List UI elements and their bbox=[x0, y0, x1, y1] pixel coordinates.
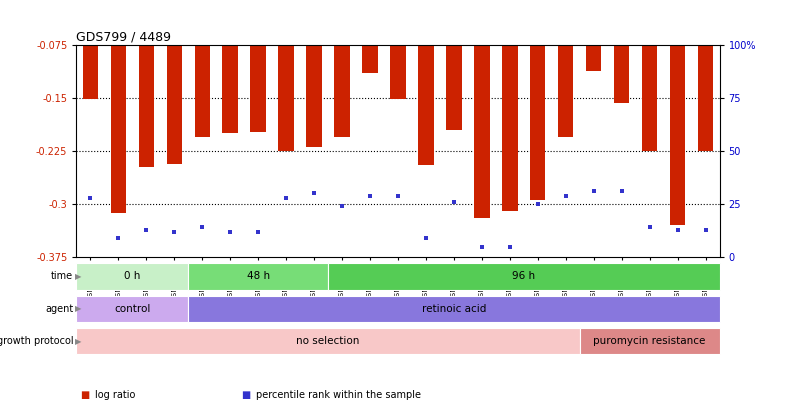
Bar bbox=[641, 45, 657, 151]
Bar bbox=[328, 263, 719, 290]
Text: ■: ■ bbox=[241, 390, 251, 400]
Text: time: time bbox=[51, 271, 73, 281]
Bar bbox=[362, 45, 377, 73]
Text: GDS799 / 4489: GDS799 / 4489 bbox=[76, 30, 171, 43]
Bar bbox=[474, 45, 489, 218]
Bar bbox=[111, 45, 126, 213]
Bar bbox=[194, 45, 210, 137]
Text: ▶: ▶ bbox=[75, 337, 81, 346]
Bar bbox=[76, 328, 579, 354]
Bar bbox=[83, 45, 98, 99]
Bar bbox=[278, 45, 293, 151]
Text: retinoic acid: retinoic acid bbox=[422, 304, 486, 314]
Bar bbox=[446, 45, 461, 130]
Text: growth protocol: growth protocol bbox=[0, 336, 73, 346]
Bar bbox=[222, 45, 238, 133]
Text: percentile rank within the sample: percentile rank within the sample bbox=[255, 390, 420, 400]
Text: ▶: ▶ bbox=[75, 272, 81, 281]
Text: puromycin resistance: puromycin resistance bbox=[593, 336, 705, 346]
Text: no selection: no selection bbox=[296, 336, 359, 346]
Bar bbox=[306, 45, 321, 147]
Bar bbox=[697, 45, 712, 151]
Text: 96 h: 96 h bbox=[512, 271, 535, 281]
Bar bbox=[251, 45, 266, 132]
Bar bbox=[585, 45, 601, 71]
Bar bbox=[579, 328, 719, 354]
Bar bbox=[529, 45, 544, 200]
Bar bbox=[334, 45, 349, 137]
Text: ■: ■ bbox=[80, 390, 90, 400]
Bar bbox=[166, 45, 181, 164]
Bar bbox=[138, 45, 154, 167]
Bar bbox=[502, 45, 517, 211]
Bar bbox=[188, 263, 328, 290]
Text: log ratio: log ratio bbox=[95, 390, 135, 400]
Bar bbox=[557, 45, 573, 137]
Bar bbox=[669, 45, 684, 225]
Text: 0 h: 0 h bbox=[124, 271, 141, 281]
Text: agent: agent bbox=[45, 304, 73, 314]
Bar bbox=[188, 296, 719, 322]
Bar bbox=[76, 263, 188, 290]
Bar bbox=[76, 296, 188, 322]
Bar bbox=[418, 45, 433, 165]
Text: 48 h: 48 h bbox=[247, 271, 269, 281]
Text: control: control bbox=[114, 304, 150, 314]
Text: ▶: ▶ bbox=[75, 304, 81, 313]
Bar bbox=[389, 45, 406, 99]
Bar bbox=[613, 45, 629, 103]
